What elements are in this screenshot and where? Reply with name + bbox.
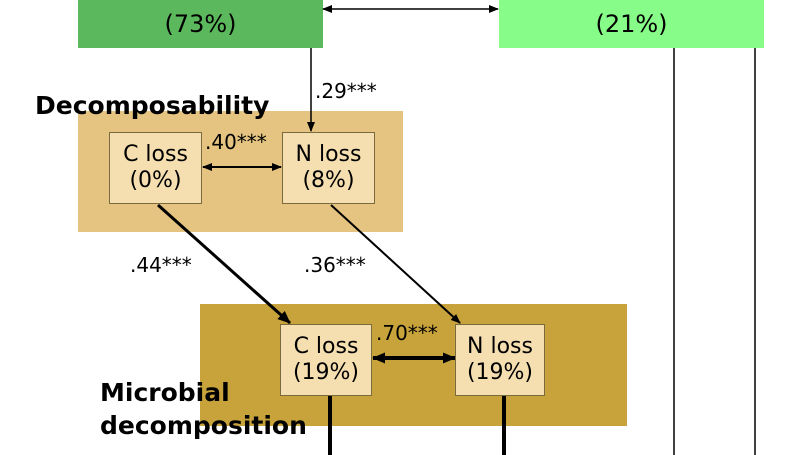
arrow-decomp-c-to-micro-c bbox=[157, 203, 291, 325]
top-left-box: (73%) bbox=[78, 0, 323, 48]
coef-decomp-c-to-micro-c: .44*** bbox=[130, 253, 192, 277]
decomp-n-loss-label: N loss bbox=[295, 142, 362, 167]
micro-c-loss-percent: (19%) bbox=[292, 360, 360, 385]
micro-n-loss-percent: (19%) bbox=[466, 360, 534, 385]
coef-decomp-n-to-micro-n: .36*** bbox=[304, 253, 366, 277]
decomp-n-loss-node: N loss (8%) bbox=[282, 132, 375, 204]
micro-c-loss-label: C loss bbox=[293, 334, 359, 359]
coef-decomp-c-n: .40*** bbox=[205, 130, 267, 154]
micro-n-loss-node: N loss (19%) bbox=[455, 324, 545, 396]
decomp-n-loss-percent: (8%) bbox=[302, 168, 355, 193]
decomp-c-loss-label: C loss bbox=[123, 142, 188, 167]
top-left-percent: (73%) bbox=[164, 10, 237, 38]
decomposability-title: Decomposability bbox=[35, 91, 270, 120]
top-right-box: (21%) bbox=[499, 0, 764, 48]
microbial-decomposition-panel bbox=[200, 304, 627, 426]
micro-n-loss-label: N loss bbox=[467, 334, 533, 359]
micro-c-loss-node: C loss (19%) bbox=[280, 324, 372, 396]
coef-micro-c-n: .70*** bbox=[376, 321, 438, 345]
microbial-title-line1: Microbial bbox=[100, 378, 230, 407]
decomp-c-loss-percent: (0%) bbox=[129, 168, 182, 193]
decomp-c-loss-node: C loss (0%) bbox=[109, 132, 202, 204]
top-right-percent: (21%) bbox=[595, 10, 668, 38]
microbial-title-line2: decomposition bbox=[100, 411, 307, 440]
arrow-decomp-n-to-micro-n bbox=[330, 204, 461, 324]
coef-top-to-decomp-n: .29*** bbox=[315, 79, 377, 103]
